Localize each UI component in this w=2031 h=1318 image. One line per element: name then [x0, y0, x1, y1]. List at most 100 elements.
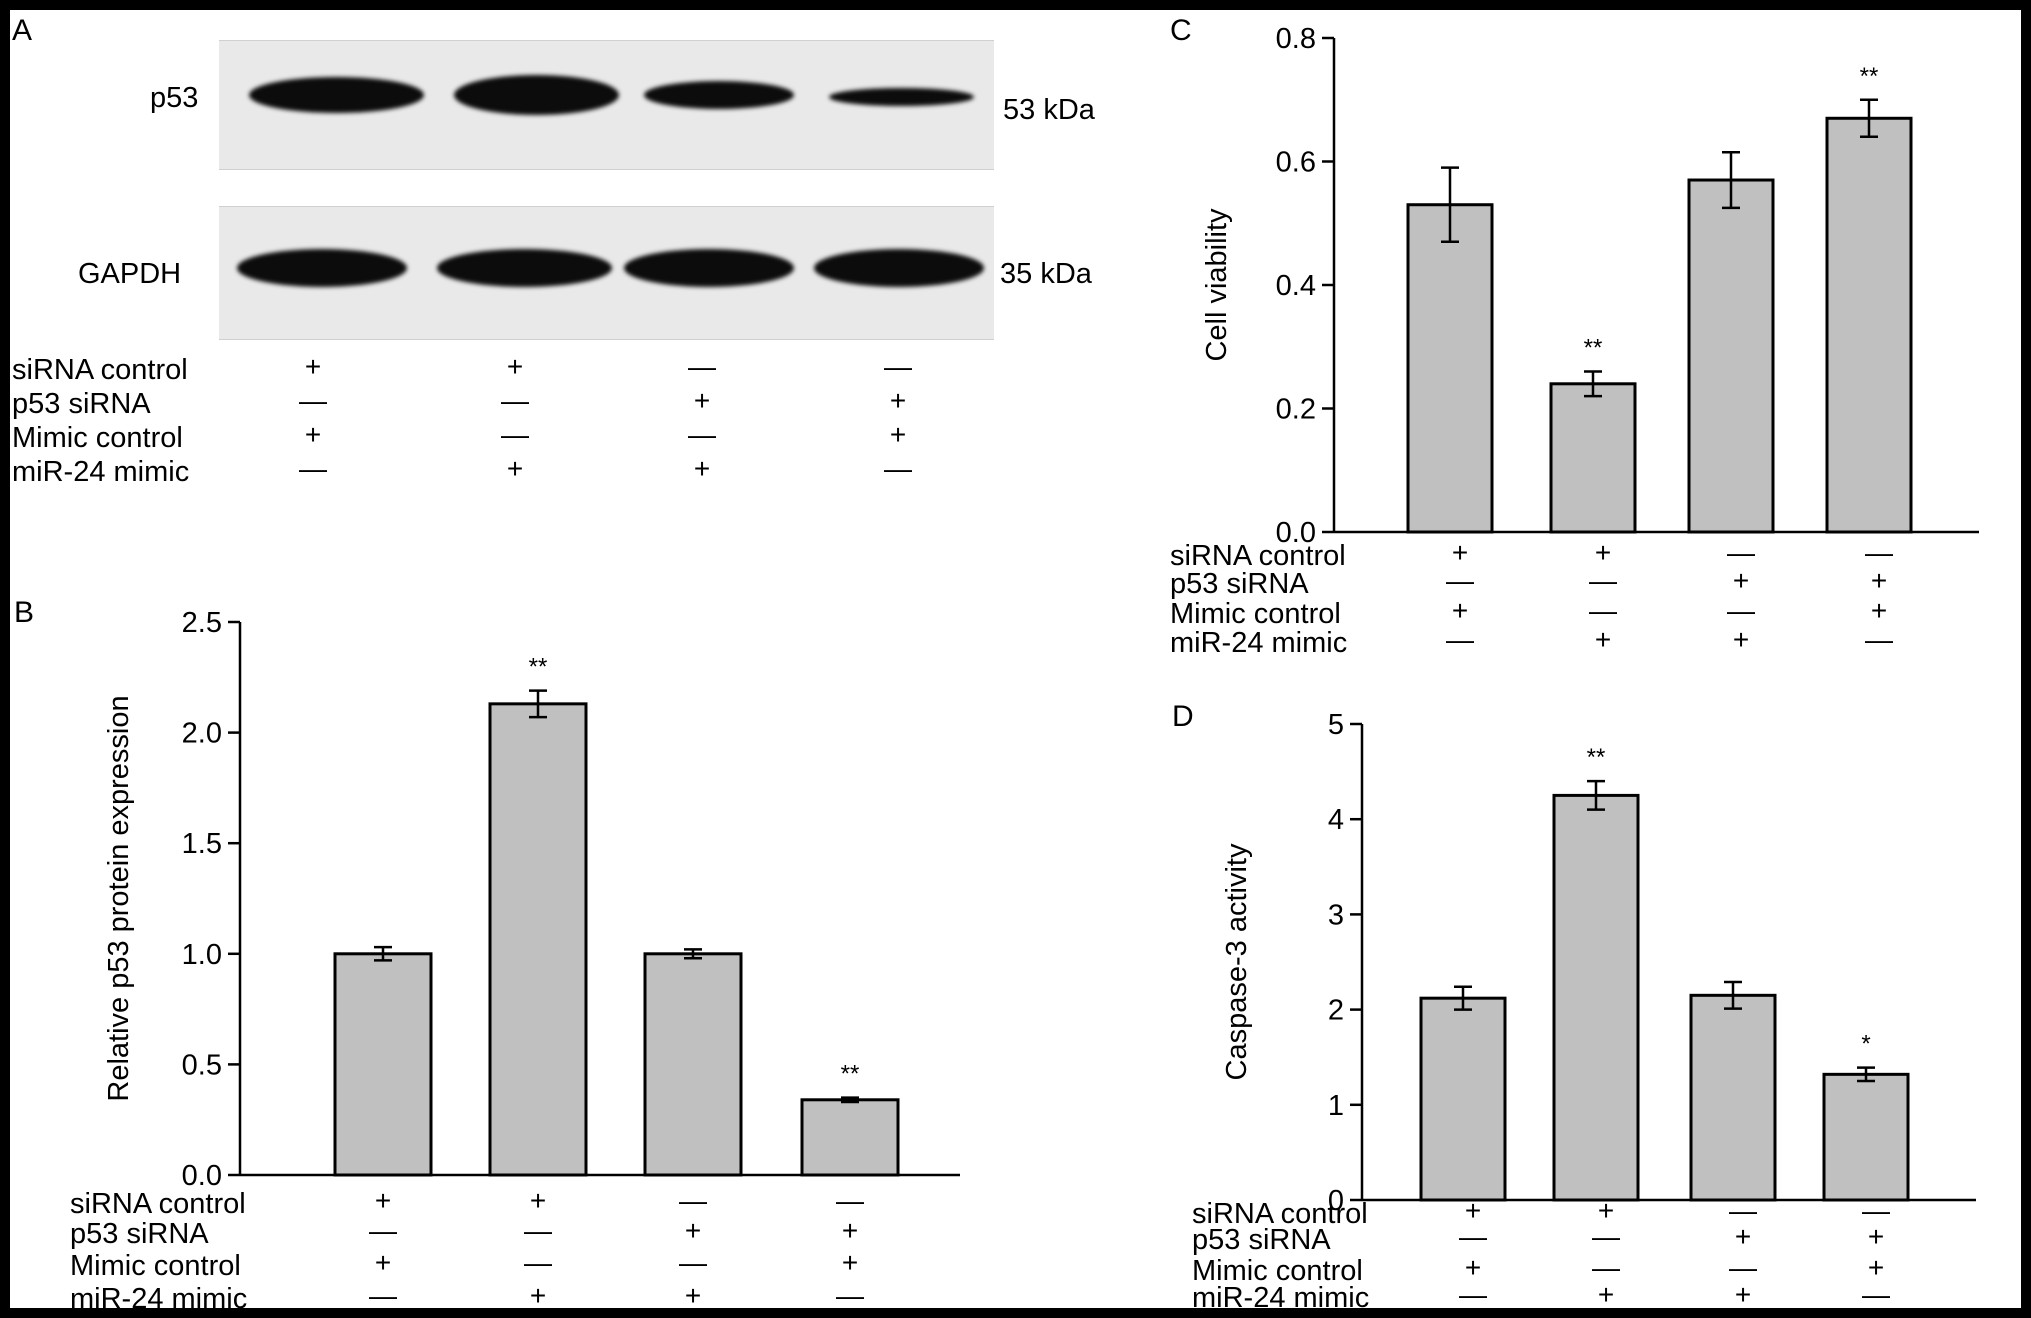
y-tick-label: 0.6: [1276, 147, 1316, 179]
p53-band-lane4: [829, 88, 974, 106]
condition-sign-c-r1-l1: +: [1451, 537, 1469, 568]
condition-sign-b-r4-l4: —: [836, 1280, 864, 1308]
significance-marker-4: *: [1861, 1031, 1870, 1058]
p53-band-lane2: [454, 75, 619, 115]
bar-2: [1552, 793, 1640, 1202]
significance-marker-2: **: [529, 654, 548, 681]
condition-sign-a-r2-l4: +: [889, 385, 907, 416]
condition-label-c-2: p53 siRNA: [1170, 568, 1309, 600]
blot-label-p53: p53: [150, 82, 199, 114]
blot-strip-gapdh: [219, 206, 994, 340]
condition-label-d-1: siRNA control: [1192, 1198, 1368, 1230]
significance-marker-2: **: [1587, 744, 1606, 771]
condition-sign-a-r2-l2: —: [501, 385, 529, 416]
y-tick-label: 3: [1328, 899, 1344, 931]
significance-marker-4: **: [841, 1061, 860, 1088]
condition-label-a-2: p53 siRNA: [12, 388, 151, 420]
chart-b: 0.0 0.5 1.0 1.5 2.0 2.5 Relative p53 protein e…: [103, 607, 960, 1192]
y-tick-label: 0.4: [1276, 270, 1316, 302]
y-tick-label: 0: [1328, 1185, 1344, 1217]
condition-label-d-2: p53 siRNA: [1192, 1224, 1331, 1256]
condition-sign-d-r3-l3: —: [1729, 1252, 1757, 1283]
condition-sign-c-r3-l3: —: [1727, 595, 1755, 626]
condition-sign-a-r1-l3: —: [688, 351, 716, 382]
y-tick-label: 2.5: [182, 607, 222, 639]
y-axis-label: Cell viability: [1201, 208, 1233, 362]
condition-label-a-3: Mimic control: [12, 422, 183, 454]
condition-sign-a-r4-l2: +: [506, 453, 524, 484]
y-tick-label: 5: [1328, 709, 1344, 741]
blot-label-gapdh: GAPDH: [78, 258, 182, 290]
condition-sign-d-r1-l1: +: [1464, 1195, 1482, 1226]
p53-band-lane3: [644, 81, 794, 109]
condition-sign-d-r2-l1: —: [1459, 1221, 1487, 1252]
y-tick-label: 2: [1328, 995, 1344, 1027]
condition-sign-b-r1-l2: +: [529, 1185, 547, 1216]
condition-sign-a-r4-l4: —: [884, 453, 912, 484]
condition-sign-a-r3-l1: +: [304, 419, 322, 450]
bar-1: [1406, 203, 1494, 534]
condition-sign-b-r1-l1: +: [374, 1185, 392, 1216]
condition-label-b-2: p53 siRNA: [70, 1218, 209, 1250]
condition-sign-d-r1-l4: —: [1862, 1195, 1890, 1226]
condition-label-b-4: miR-24 mimic: [70, 1283, 248, 1308]
bar-3: [643, 952, 743, 1177]
bar-3: [1689, 993, 1777, 1202]
y-tick-label: 0.0: [1276, 517, 1316, 549]
y-tick-label: 4: [1328, 804, 1344, 836]
blot-strip-p53: [219, 40, 994, 170]
condition-sign-b-r1-l4: —: [836, 1185, 864, 1216]
condition-sign-b-r2-l4: +: [841, 1215, 859, 1246]
bar-4: [1822, 1072, 1910, 1202]
condition-label-b-3: Mimic control: [70, 1250, 241, 1282]
condition-sign-c-r3-l1: +: [1451, 595, 1469, 626]
condition-label-d-4: miR-24 mimic: [1192, 1282, 1370, 1308]
condition-sign-d-r4-l2: +: [1597, 1279, 1615, 1308]
bar-2: [488, 702, 588, 1177]
condition-label-c-4: miR-24 mimic: [1170, 627, 1348, 659]
condition-sign-b-r4-l2: +: [529, 1280, 547, 1308]
condition-sign-b-r3-l2: —: [524, 1247, 552, 1278]
condition-sign-a-r3-l4: +: [889, 419, 907, 450]
condition-sign-d-r4-l1: —: [1459, 1279, 1487, 1308]
condition-label-c-1: siRNA control: [1170, 540, 1346, 572]
figure: A p53 53 kDa GAPDH 35 kDa siRNA control +…: [10, 10, 2021, 1308]
condition-sign-d-r3-l2: —: [1592, 1252, 1620, 1283]
condition-sign-b-r2-l2: —: [524, 1215, 552, 1246]
y-tick-label: 1: [1328, 1090, 1344, 1122]
condition-sign-a-r3-l2: —: [501, 419, 529, 450]
condition-sign-c-r2-l1: —: [1446, 565, 1474, 596]
blot-size-p53: 53 kDa: [1003, 94, 1095, 126]
bar-1: [1419, 996, 1507, 1202]
gapdh-band-lane2: [437, 249, 612, 287]
condition-sign-a-r1-l2: +: [506, 351, 524, 382]
condition-sign-d-r3-l1: +: [1464, 1252, 1482, 1283]
condition-sign-c-r4-l4: —: [1865, 624, 1893, 655]
condition-sign-a-r4-l1: —: [299, 453, 327, 484]
condition-label-a-4: miR-24 mimic: [12, 456, 190, 488]
condition-sign-c-r4-l1: —: [1446, 624, 1474, 655]
blot-size-gapdh: 35 kDa: [1000, 258, 1092, 290]
bar-3: [1687, 178, 1775, 534]
condition-sign-b-r2-l1: —: [369, 1215, 397, 1246]
y-tick-label: 0.2: [1276, 394, 1316, 426]
condition-sign-c-r4-l3: +: [1732, 624, 1750, 655]
gapdh-band-lane4: [814, 249, 984, 287]
significance-marker-2: **: [1584, 334, 1603, 361]
panel-letter-b: B: [14, 596, 35, 629]
condition-sign-b-r3-l3: —: [679, 1247, 707, 1278]
gapdh-band-lane1: [237, 249, 407, 287]
condition-sign-d-r1-l3: —: [1729, 1195, 1757, 1226]
bar-1: [333, 952, 433, 1177]
condition-sign-a-r2-l1: —: [299, 385, 327, 416]
gapdh-band-lane3: [624, 249, 794, 287]
y-tick-label: 0.0: [182, 1160, 222, 1192]
y-axis-label: Relative p53 protein expression: [103, 695, 135, 1101]
chart-c: 0.0 0.2 0.4 0.6 0.8 Cell viability ** **: [1201, 23, 1979, 549]
condition-sign-d-r4-l3: +: [1734, 1279, 1752, 1308]
condition-sign-c-r1-l2: +: [1594, 537, 1612, 568]
condition-sign-c-r1-l3: —: [1727, 537, 1755, 568]
condition-sign-d-r2-l4: +: [1867, 1221, 1885, 1252]
y-tick-label: 1.0: [182, 939, 222, 971]
